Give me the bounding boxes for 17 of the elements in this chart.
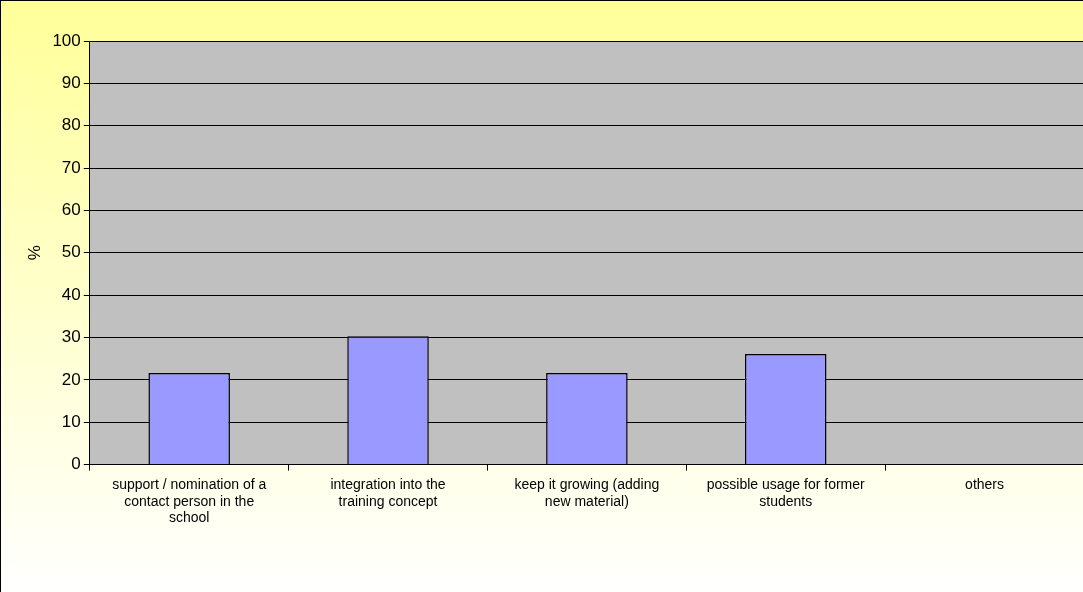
x-tick-label: keep it growing (adding new material) bbox=[514, 475, 660, 509]
y-axis-title: % bbox=[24, 245, 44, 261]
x-tick-label: support / nomination of a contact person in the school bbox=[112, 475, 267, 526]
y-tick-label: 60 bbox=[61, 200, 81, 220]
y-tick-label: 30 bbox=[61, 327, 81, 347]
y-tick-label: 100 bbox=[52, 30, 81, 50]
y-tick-label: 0 bbox=[71, 454, 81, 474]
y-tick-label: 50 bbox=[61, 242, 81, 262]
y-tick-label: 80 bbox=[61, 115, 81, 135]
y-tick-label: 20 bbox=[61, 369, 81, 389]
x-tick-label: possible usage for former students bbox=[706, 475, 866, 509]
y-tick-label: 40 bbox=[61, 284, 81, 304]
y-tick-label: 70 bbox=[61, 157, 81, 177]
y-tick-label: 90 bbox=[61, 73, 81, 93]
y-tick-label: 10 bbox=[61, 411, 81, 431]
x-tick-label: integration into the training concept bbox=[330, 475, 446, 509]
x-tick-label: others bbox=[965, 475, 1005, 492]
